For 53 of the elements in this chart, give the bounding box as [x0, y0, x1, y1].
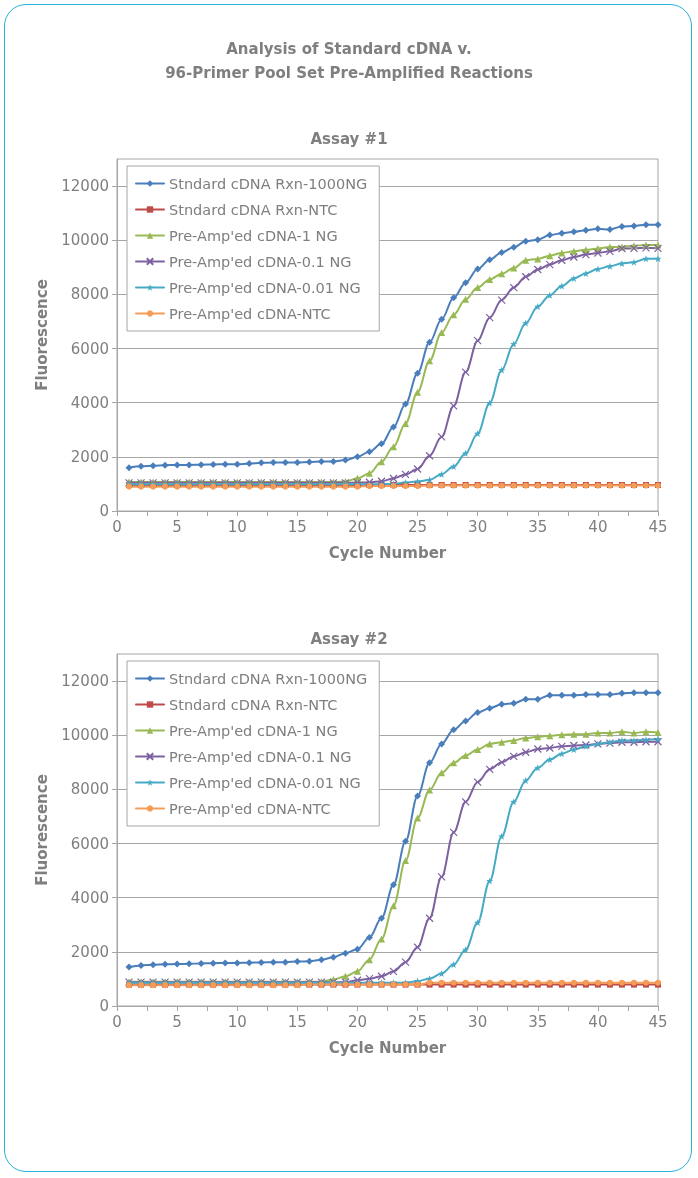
y-tick-label: 2000 [70, 942, 109, 961]
y-tick-label: 0 [99, 997, 109, 1015]
legend-label: Pre-Amp'ed cDNA-0.01 NG [169, 279, 361, 296]
legend-label: Pre-Amp'ed cDNA-0.1 NG [169, 253, 352, 270]
chart-title: Assay #2 [310, 630, 388, 648]
y-tick-label: 4000 [70, 393, 109, 412]
x-tick-label: 20 [347, 1012, 367, 1031]
x-tick-label: 40 [588, 1012, 608, 1031]
x-tick-label: 40 [588, 517, 608, 536]
legend-label: Pre-Amp'ed cDNA-1 NG [169, 227, 338, 244]
y-tick-label: 12000 [61, 672, 109, 691]
x-tick-label: 45 [648, 517, 668, 536]
x-tick-label: 0 [112, 517, 122, 536]
y-tick-label: 6000 [70, 339, 109, 358]
legend-label: Stndard cDNA Rxn-1000NG [169, 670, 368, 687]
legend-label: Stndard cDNA Rxn-1000NG [169, 175, 368, 192]
x-tick-label: 10 [227, 1012, 247, 1031]
legend-label: Pre-Amp'ed cDNA-NTC [169, 800, 331, 817]
x-axis-title: Cycle Number [328, 1038, 447, 1057]
y-tick-label: 12000 [61, 177, 109, 196]
legend-label: Pre-Amp'ed cDNA-0.1 NG [169, 748, 352, 765]
x-tick-label: 25 [408, 1012, 428, 1031]
x-tick-label: 25 [408, 517, 428, 536]
x-tick-label: 15 [287, 1012, 307, 1031]
x-axis-title: Cycle Number [328, 543, 447, 562]
x-tick-label: 35 [528, 1012, 548, 1031]
legend-label: Pre-Amp'ed cDNA-1 NG [169, 722, 338, 739]
x-tick-label: 30 [468, 517, 488, 536]
y-tick-label: 2000 [70, 447, 109, 466]
y-tick-label: 6000 [70, 834, 109, 853]
x-tick-label: 0 [112, 1012, 122, 1031]
legend-label: Stndard cDNA Rxn-NTC [169, 696, 338, 713]
chart-subtitle: Assay #1 [310, 129, 388, 148]
x-tick-label: 45 [648, 1012, 668, 1031]
x-tick-label: 35 [528, 517, 548, 536]
x-tick-label: 5 [172, 1012, 182, 1031]
y-tick-label: 10000 [61, 231, 109, 250]
y-axis-title: Fluorescence [32, 774, 51, 886]
x-tick-label: 5 [172, 517, 182, 536]
legend-label: Pre-Amp'ed cDNA-NTC [169, 305, 331, 322]
y-tick-label: 0 [99, 502, 109, 520]
y-tick-label: 8000 [70, 780, 109, 799]
chart-title: Analysis of Standard cDNA v. 96-Primer Pool Set Pre-Amplified Reactions [165, 40, 533, 82]
x-tick-label: 30 [468, 1012, 488, 1031]
y-tick-label: 4000 [70, 888, 109, 907]
legend-label: Pre-Amp'ed cDNA-0.01 NG [169, 774, 361, 791]
x-tick-label: 20 [347, 517, 367, 536]
y-axis-title: Fluorescence [32, 279, 51, 391]
y-tick-label: 8000 [70, 285, 109, 304]
x-tick-label: 15 [287, 517, 307, 536]
x-tick-label: 10 [227, 517, 247, 536]
legend-label: Stndard cDNA Rxn-NTC [169, 201, 338, 218]
y-tick-label: 10000 [61, 726, 109, 745]
